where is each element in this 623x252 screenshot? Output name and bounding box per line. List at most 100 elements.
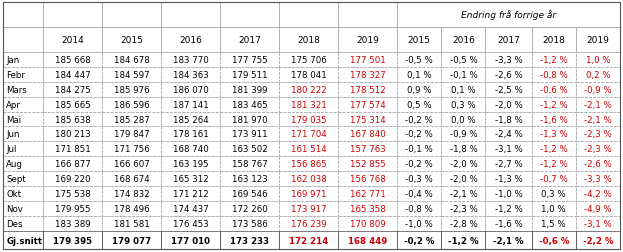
Text: 185 976: 185 976	[114, 85, 150, 94]
Text: 168 740: 168 740	[173, 145, 209, 154]
Bar	[220, 27, 279, 52]
Bar	[102, 202, 161, 217]
Text: Jul: Jul	[6, 145, 17, 154]
Text: 0,5 %: 0,5 %	[407, 100, 432, 109]
Text: Mai: Mai	[6, 115, 21, 124]
Text: 156 865: 156 865	[291, 160, 326, 169]
Bar	[3, 217, 43, 232]
Bar	[485, 52, 531, 67]
Bar	[43, 97, 102, 112]
Bar	[485, 157, 531, 172]
Bar	[220, 172, 279, 187]
Text: 181 581: 181 581	[113, 219, 150, 229]
Text: 166 877: 166 877	[55, 160, 90, 169]
Text: 184 363: 184 363	[173, 70, 209, 79]
Text: 175 538: 175 538	[55, 190, 90, 199]
Bar	[220, 187, 279, 202]
Text: 185 287: 185 287	[113, 115, 150, 124]
Text: 180 213: 180 213	[55, 130, 90, 139]
Text: -0,8 %: -0,8 %	[406, 205, 433, 214]
Bar	[338, 172, 397, 187]
Text: -0,2 %: -0,2 %	[404, 236, 434, 245]
Bar	[102, 27, 161, 52]
Bar	[531, 52, 576, 67]
Bar	[279, 172, 338, 187]
Text: 157 763: 157 763	[350, 145, 386, 154]
Text: 170 809: 170 809	[350, 219, 386, 229]
Bar	[397, 52, 441, 67]
Text: -0,4 %: -0,4 %	[406, 190, 433, 199]
Text: -0,8 %: -0,8 %	[540, 70, 568, 79]
Bar	[279, 52, 338, 67]
Text: 177 574: 177 574	[350, 100, 386, 109]
Bar	[485, 112, 531, 127]
Bar	[279, 202, 338, 217]
Bar	[279, 27, 338, 52]
Bar	[3, 27, 43, 52]
Bar	[441, 157, 485, 172]
Text: Nov: Nov	[6, 205, 23, 214]
Bar	[397, 202, 441, 217]
Bar	[43, 82, 102, 97]
Bar	[441, 127, 485, 142]
Text: -2,1 %: -2,1 %	[584, 100, 612, 109]
Bar	[441, 142, 485, 157]
Text: -2,0 %: -2,0 %	[495, 100, 523, 109]
Bar	[220, 67, 279, 82]
Text: -0,1 %: -0,1 %	[450, 70, 477, 79]
Text: 184 597: 184 597	[114, 70, 150, 79]
Bar	[3, 142, 43, 157]
Bar	[338, 82, 397, 97]
Text: -1,2 %: -1,2 %	[540, 100, 568, 109]
Text: 179 511: 179 511	[232, 70, 267, 79]
Text: 184 447: 184 447	[55, 70, 90, 79]
Text: 181 321: 181 321	[291, 100, 326, 109]
Bar	[279, 232, 338, 249]
Text: -1,2 %: -1,2 %	[540, 145, 568, 154]
Text: -2,7 %: -2,7 %	[495, 160, 523, 169]
Text: -0,6 %: -0,6 %	[538, 236, 569, 245]
Text: 162 771: 162 771	[350, 190, 386, 199]
Text: 181 970: 181 970	[232, 115, 267, 124]
Bar	[531, 232, 576, 249]
Text: -0,2 %: -0,2 %	[406, 130, 433, 139]
Bar	[397, 67, 441, 82]
Text: 166 607: 166 607	[113, 160, 150, 169]
Text: 178 041: 178 041	[291, 70, 326, 79]
Bar	[576, 217, 620, 232]
Bar	[397, 157, 441, 172]
Bar	[102, 217, 161, 232]
Text: -1,2 %: -1,2 %	[540, 55, 568, 64]
Bar	[441, 67, 485, 82]
Text: 168 674: 168 674	[113, 175, 150, 184]
Bar	[531, 27, 576, 52]
Bar	[397, 187, 441, 202]
Text: -0,3 %: -0,3 %	[406, 175, 433, 184]
Bar	[485, 232, 531, 249]
Text: 175 314: 175 314	[350, 115, 386, 124]
Bar	[397, 112, 441, 127]
Bar	[3, 82, 43, 97]
Text: Endring frå forrige år: Endring frå forrige år	[461, 10, 556, 20]
Bar	[576, 27, 620, 52]
Bar	[161, 127, 220, 142]
Text: -2,6 %: -2,6 %	[495, 70, 523, 79]
Text: 163 123: 163 123	[232, 175, 267, 184]
Bar	[161, 112, 220, 127]
Text: Febr: Febr	[6, 70, 25, 79]
Text: 165 312: 165 312	[173, 175, 209, 184]
Text: 2019: 2019	[586, 35, 609, 44]
Text: 178 327: 178 327	[350, 70, 386, 79]
Bar	[43, 142, 102, 157]
Text: 2017: 2017	[497, 35, 520, 44]
Text: 2018: 2018	[297, 35, 320, 44]
Bar	[397, 217, 441, 232]
Bar	[279, 217, 338, 232]
Text: -1,2 %: -1,2 %	[448, 236, 478, 245]
Bar	[441, 187, 485, 202]
Bar	[576, 82, 620, 97]
Bar	[220, 157, 279, 172]
Bar	[338, 217, 397, 232]
Bar	[43, 187, 102, 202]
Bar	[485, 187, 531, 202]
